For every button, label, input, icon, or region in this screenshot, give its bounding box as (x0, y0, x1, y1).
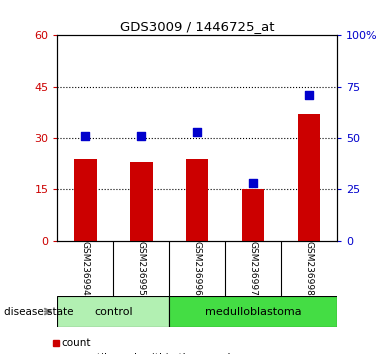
Bar (298, 114, 320, 241)
Text: medulloblastoma: medulloblastoma (205, 307, 301, 316)
Bar (57, 296, 169, 327)
Title: GDS3009 / 1446725_at: GDS3009 / 1446725_at (120, 20, 275, 33)
Bar (169, 296, 337, 327)
Point (138, 133, 144, 139)
Text: percentile rank within the sample: percentile rank within the sample (61, 353, 237, 354)
Text: control: control (94, 307, 133, 316)
Text: GSM236998: GSM236998 (304, 241, 314, 296)
Text: GSM236997: GSM236997 (249, 241, 258, 296)
Text: GSM236994: GSM236994 (81, 241, 90, 296)
Bar (186, 159, 208, 241)
Text: GSM236995: GSM236995 (137, 241, 146, 296)
Bar (130, 162, 152, 241)
Bar (74, 159, 97, 241)
Point (82, 133, 88, 139)
Point (194, 129, 200, 135)
Bar (242, 189, 264, 241)
Text: disease state: disease state (4, 307, 73, 316)
Text: GSM236996: GSM236996 (193, 241, 202, 296)
Point (250, 181, 256, 186)
Text: count: count (61, 338, 91, 348)
Point (306, 92, 312, 98)
